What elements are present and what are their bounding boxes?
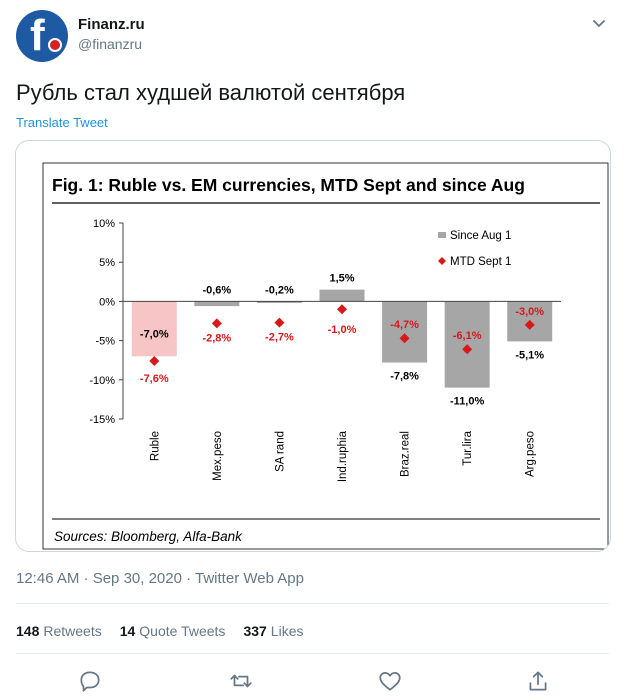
bar-since-aug-3: [319, 289, 365, 302]
label-since-aug-1: -0,6%: [202, 284, 231, 296]
label-since-aug-2: -0,2%: [265, 284, 294, 296]
label-mtd-sept-3: -1,0%: [328, 324, 357, 336]
quotes-count: 14: [119, 623, 136, 639]
bar-since-aug-1: [194, 301, 240, 307]
tweet-text: Рубль стал худшей валютой сентября: [16, 80, 406, 105]
category-label-5: Tur.lira: [462, 430, 474, 465]
retweets-count: 148: [16, 623, 40, 639]
marker-mtd-sept-0: [149, 355, 160, 366]
marker-mtd-sept-5: [462, 344, 473, 355]
likes-stat[interactable]: 337 Likes: [243, 623, 303, 639]
label-since-aug-4: -7,8%: [390, 371, 419, 383]
translate-tweet-link[interactable]: Translate Tweet: [16, 115, 108, 130]
display-name[interactable]: Finanz.ru: [78, 16, 145, 33]
bar-since-aug-4: [382, 301, 428, 363]
label-mtd-sept-5: -6,1%: [453, 330, 482, 342]
tweet-actions: [0, 668, 625, 696]
category-label-4: Braz.real: [400, 431, 412, 477]
quotes-stat[interactable]: 14 Quote Tweets: [120, 623, 226, 639]
y-tick-label: 10%: [93, 218, 115, 230]
legend-swatch-since-aug: [438, 232, 446, 238]
marker-mtd-sept-2: [274, 317, 285, 328]
marker-mtd-sept-4: [399, 333, 410, 344]
tweet-media-image[interactable]: Fig. 1: Ruble vs. EM currencies, MTD Sep…: [15, 140, 611, 552]
bar-since-aug-0: [131, 301, 177, 357]
retweet-icon[interactable]: [228, 668, 254, 694]
bar-since-aug-2: [256, 301, 302, 303]
tweet-timestamp[interactable]: 12:46 AM · Sep 30, 2020 · Twitter Web Ap…: [16, 570, 304, 587]
tweet-header: f Finanz.ru @finanzru: [16, 10, 609, 66]
label-since-aug-3: 1,5%: [329, 273, 354, 285]
chart: Fig. 1: Ruble vs. EM currencies, MTD Sep…: [42, 162, 609, 550]
label-mtd-sept-4: -4,7%: [390, 319, 419, 331]
quotes-label: Quote Tweets: [139, 623, 226, 639]
chevron-down-icon[interactable]: [589, 14, 609, 34]
tweet-stats: 148 Retweets 14 Quote Tweets 337 Likes: [16, 623, 303, 639]
chart-title: Fig. 1: Ruble vs. EM currencies, MTD Sep…: [52, 175, 525, 195]
label-since-aug-6: -5,1%: [515, 349, 544, 361]
divider: [16, 603, 609, 604]
category-label-2: SA rand: [274, 431, 286, 472]
y-tick-label: -5%: [95, 336, 115, 348]
label-since-aug-5: -11,0%: [450, 396, 484, 408]
likes-label: Likes: [270, 623, 304, 639]
marker-mtd-sept-1: [211, 318, 222, 329]
label-mtd-sept-6: -3,0%: [515, 306, 544, 318]
legend-label-since-aug: Since Aug 1: [450, 230, 511, 242]
heart-icon[interactable]: [377, 668, 403, 694]
category-label-1: Mex.peso: [212, 431, 224, 481]
category-label-3: Ind.ruphia: [337, 430, 349, 482]
category-label-0: Ruble: [149, 431, 161, 461]
chart-source: Sources: Bloomberg, Alfa-Bank: [54, 529, 243, 544]
legend-swatch-mtd-sept: [438, 257, 446, 265]
y-tick-label: 5%: [99, 257, 115, 269]
share-icon[interactable]: [525, 668, 551, 694]
label-mtd-sept-0: -7,6%: [140, 373, 169, 385]
y-tick-label: -15%: [89, 414, 115, 426]
y-tick-label: -10%: [89, 375, 115, 387]
avatar[interactable]: f: [16, 10, 68, 62]
reply-icon[interactable]: [77, 668, 103, 694]
y-tick-label: 0%: [99, 296, 115, 308]
retweets-stat[interactable]: 148 Retweets: [16, 623, 102, 639]
marker-mtd-sept-6: [524, 319, 535, 330]
label-since-aug-0: -7,0%: [140, 328, 169, 340]
legend-label-mtd-sept: MTD Sept 1: [450, 256, 511, 268]
chart-frame: [42, 162, 609, 550]
label-mtd-sept-2: -2,7%: [265, 332, 294, 344]
retweets-label: Retweets: [43, 623, 102, 639]
label-mtd-sept-1: -2,8%: [202, 332, 231, 344]
likes-count: 337: [243, 623, 267, 639]
category-label-6: Arg.peso: [525, 431, 537, 477]
handle[interactable]: @finanzru: [78, 36, 143, 52]
avatar-letter: f: [30, 11, 45, 60]
avatar-dot: [48, 38, 62, 52]
divider: [16, 653, 609, 654]
marker-mtd-sept-3: [337, 304, 347, 315]
